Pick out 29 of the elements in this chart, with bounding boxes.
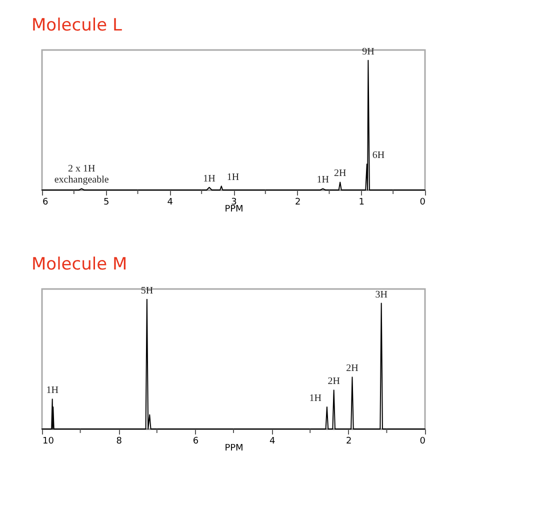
annotation: 2 x 1H exchangeable: [54, 164, 110, 186]
annotation: 1H: [226, 172, 240, 184]
annotation: 1H: [203, 173, 216, 184]
x-axis-title: PPM: [224, 204, 244, 214]
annotation: 2H: [328, 376, 340, 388]
x-axis-title: PPM: [224, 444, 244, 454]
annotation: 1H: [309, 392, 322, 404]
x-tick-label: 2: [346, 436, 352, 446]
x-tick-label: 10: [42, 436, 54, 446]
x-tick-label: 4: [269, 436, 276, 446]
x-tick-label: 0: [420, 436, 426, 446]
x-tick-label: 8: [116, 436, 122, 446]
x-tick-label: 6: [192, 436, 199, 446]
x-tick-label: 2: [294, 198, 301, 208]
annotation: 9H: [362, 46, 374, 58]
annotation: 2H: [346, 363, 358, 374]
annotation: 3H: [375, 289, 388, 300]
x-tick-label: 6: [42, 198, 48, 208]
annotation: 2H: [334, 168, 346, 180]
annotation: 1H: [46, 385, 58, 396]
annotation: 6H: [372, 150, 385, 162]
chart-title: Molecule L: [32, 15, 122, 36]
x-tick-label: 5: [103, 198, 110, 208]
x-tick-label: 1: [358, 198, 365, 208]
x-tick-label: 0: [420, 198, 426, 208]
annotation: 1H: [316, 174, 329, 186]
x-tick-label: 4: [167, 198, 174, 208]
annotation: 5H: [140, 285, 154, 296]
chart-title: Molecule M: [32, 254, 128, 274]
